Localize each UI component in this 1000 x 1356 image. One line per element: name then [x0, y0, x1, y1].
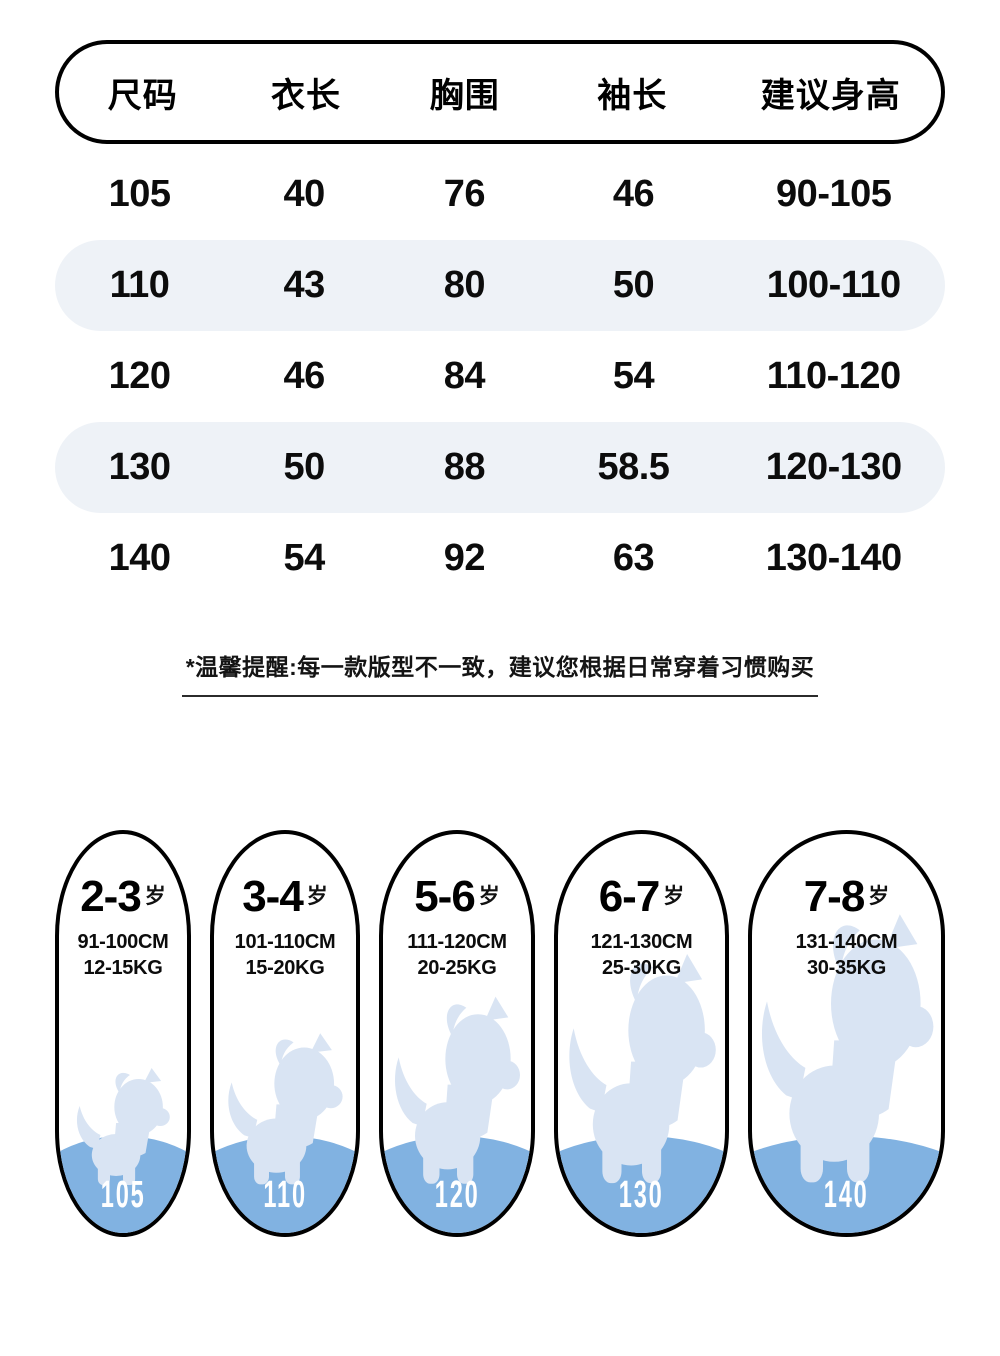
table-cell: 43	[283, 264, 326, 306]
header-cell-length: 衣长	[270, 76, 341, 115]
puppy-silhouette-icon	[228, 1033, 343, 1185]
table-row: 130 50 88 58.5 120-130	[55, 422, 945, 513]
size-card: 5-6 岁 111-120CM 20-25KG 120	[379, 830, 535, 1237]
table-cell: 130	[108, 446, 171, 488]
height-range: 91-100CM	[77, 931, 169, 953]
table-cell: 84	[443, 355, 486, 397]
age-unit: 岁	[478, 885, 500, 908]
weight-range: 12-15KG	[83, 957, 163, 979]
table-cell: 54	[612, 355, 655, 397]
table-cell: 100-110	[766, 264, 901, 306]
age-size-cards: 2-3 岁 91-100CM 12-15KG 105 3-4 岁 101-110CM…	[55, 830, 945, 1237]
age-range: 3-4	[242, 872, 304, 921]
height-range: 131-140CM	[795, 931, 898, 953]
age-range: 7-8	[803, 872, 866, 921]
weight-range: 20-25KG	[417, 957, 497, 979]
size-card: 7-8 岁 131-140CM 30-35KG 140	[748, 830, 945, 1237]
size-number: 105	[100, 1174, 146, 1216]
table-row: 110 43 80 50 100-110	[55, 240, 945, 331]
table-cell: 58.5	[597, 446, 670, 488]
table-cell: 63	[612, 537, 655, 579]
size-card: 6-7 岁 121-130CM 25-30KG 130	[554, 830, 729, 1237]
table-cell: 92	[443, 537, 486, 579]
table-cell: 46	[612, 173, 655, 215]
table-cell: 110	[109, 264, 170, 306]
header-cell-size: 尺码	[107, 76, 178, 115]
table-row: 120 46 84 54 110-120	[55, 331, 945, 422]
age-unit: 岁	[144, 885, 166, 908]
table-cell: 50	[612, 264, 655, 306]
size-table: 105 40 76 46 90-105 110 43 80 50 100-110…	[55, 149, 945, 604]
age-unit: 岁	[868, 885, 890, 908]
puppy-silhouette-icon	[568, 953, 716, 1184]
table-cell: 105	[108, 173, 171, 215]
table-cell: 140	[108, 537, 171, 579]
age-range: 6-7	[598, 872, 661, 921]
size-number: 140	[824, 1174, 869, 1216]
size-number: 120	[434, 1174, 480, 1216]
table-cell: 76	[443, 173, 486, 215]
age-range: 2-3	[80, 872, 142, 921]
age-range: 5-6	[414, 872, 476, 921]
table-cell: 40	[283, 173, 326, 215]
table-row: 140 54 92 63 130-140	[55, 513, 945, 604]
height-range: 101-110CM	[234, 931, 336, 953]
table-cell: 130-140	[765, 537, 902, 579]
puppy-silhouette-icon	[395, 996, 520, 1184]
weight-range: 25-30KG	[601, 957, 682, 979]
size-number: 110	[263, 1174, 307, 1216]
size-table-header: 尺码 衣长 胸围 袖长 建议身高	[55, 40, 945, 144]
table-cell: 88	[443, 446, 486, 488]
age-line: 7-8 岁	[752, 872, 941, 922]
height-range: 121-130CM	[590, 931, 693, 953]
reminder-note-wrap: *温馨提醒:每一款版型不一致，建议您根据日常穿着习惯购买	[0, 648, 1000, 697]
table-cell: 80	[443, 264, 486, 306]
header-cell-sleeve: 袖长	[597, 76, 668, 115]
table-row: 105 40 76 46 90-105	[55, 149, 945, 240]
size-card: 2-3 岁 91-100CM 12-15KG 105	[55, 830, 191, 1237]
weight-range: 15-20KG	[245, 957, 325, 979]
height-range: 111-120CM	[407, 931, 507, 953]
table-cell: 120-130	[765, 446, 902, 488]
header-cell-chest: 胸围	[429, 76, 500, 115]
age-unit: 岁	[306, 885, 328, 908]
age-line: 2-3 岁	[59, 872, 187, 922]
size-number: 130	[619, 1174, 664, 1216]
table-cell: 120	[108, 355, 171, 397]
puppy-silhouette-icon	[76, 1068, 170, 1185]
weight-range: 30-35KG	[806, 957, 887, 979]
reminder-note: *温馨提醒:每一款版型不一致，建议您根据日常穿着习惯购买	[181, 648, 819, 697]
table-cell: 54	[283, 537, 326, 579]
table-cell: 50	[283, 446, 326, 488]
age-unit: 岁	[663, 885, 685, 908]
table-cell: 46	[283, 355, 326, 397]
age-line: 3-4 岁	[214, 872, 356, 922]
table-cell: 110-120	[766, 355, 901, 397]
size-card: 3-4 岁 101-110CM 15-20KG 110	[210, 830, 360, 1237]
table-cell: 90-105	[776, 173, 892, 215]
age-line: 5-6 岁	[383, 872, 531, 922]
age-line: 6-7 岁	[558, 872, 725, 922]
header-cell-recommended-height: 建议身高	[760, 76, 901, 115]
